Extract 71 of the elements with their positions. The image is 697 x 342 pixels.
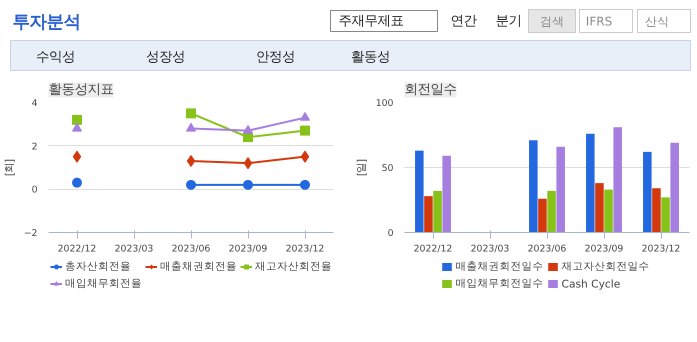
- legend-label: 매입채무회전율: [65, 276, 142, 290]
- point: [300, 150, 310, 163]
- text: 수익성: [36, 50, 75, 65]
- y-tick-label: 50: [382, 163, 394, 174]
- bar: [424, 196, 433, 232]
- legend-label: 매출채권회전율: [160, 260, 237, 274]
- bar: [661, 197, 670, 232]
- point: [186, 108, 196, 118]
- x-tick-label: 2023/09: [584, 244, 624, 254]
- point: [72, 122, 82, 132]
- x-tick-label: 2023/12: [642, 244, 680, 254]
- x-tick-label: 2023/09: [228, 244, 268, 254]
- point: [72, 114, 82, 125]
- bar: [442, 156, 451, 232]
- point: [300, 112, 310, 121]
- y-axis-title: [회]: [4, 159, 16, 176]
- x-tick-label: 2022/12: [58, 244, 96, 254]
- text: 활동성: [351, 50, 390, 65]
- point: [300, 126, 310, 136]
- bar: [586, 134, 595, 232]
- text: 산식: [645, 14, 669, 28]
- bar: [670, 142, 679, 232]
- text: IFRS: [586, 14, 612, 28]
- x-tick-label: 2023/06: [172, 244, 210, 254]
- bar: [556, 146, 565, 232]
- y-tick-label: 2: [32, 141, 38, 152]
- y-axis-title: [일]: [356, 159, 368, 176]
- bar: [433, 190, 442, 232]
- text: 분기: [496, 14, 522, 29]
- legend-label: 총자산회전율: [65, 260, 131, 274]
- text: 연간: [450, 14, 476, 29]
- chart-title: 회전일수: [404, 82, 456, 98]
- bar: [595, 183, 604, 232]
- point: [244, 157, 252, 170]
- bar: [547, 190, 556, 232]
- bar: [652, 188, 661, 232]
- legend-label: Cash Cycle: [562, 277, 620, 290]
- y-tick-label: 0: [388, 228, 394, 239]
- y-tick-label: −2: [24, 228, 38, 239]
- bar: [604, 190, 613, 232]
- bar: [415, 150, 424, 232]
- point: [72, 178, 82, 188]
- legend-label: 매출채권회전일수: [456, 260, 544, 274]
- point: [300, 180, 310, 190]
- text: 주재무제표: [338, 14, 404, 29]
- text: 투자분석: [12, 12, 80, 32]
- point: [243, 124, 253, 134]
- chart-title: 활동성지표: [48, 82, 114, 98]
- x-tick-label: 2023/12: [286, 244, 324, 254]
- legend-label: 재고자산회전율: [255, 260, 332, 274]
- legend-label: 재고자산회전일수: [562, 260, 650, 274]
- point: [186, 122, 196, 132]
- text: 안정성: [256, 50, 295, 65]
- text: 검색: [540, 14, 564, 28]
- bar: [613, 127, 622, 232]
- x-tick-label: 2023/06: [528, 244, 566, 254]
- x-tick-label: 2022/12: [414, 244, 452, 254]
- bar: [529, 140, 538, 232]
- legend-label: 매입채무회전일수: [456, 276, 544, 290]
- point: [186, 180, 196, 190]
- point: [243, 180, 253, 190]
- bar: [538, 198, 547, 232]
- x-tick-label: 2023/03: [114, 244, 154, 254]
- point: [186, 155, 196, 167]
- y-tick-label: 100: [376, 98, 394, 109]
- text: 성장성: [146, 50, 185, 65]
- bar: [643, 152, 652, 232]
- y-tick-label: 0: [32, 184, 38, 196]
- x-tick-label: 2023/03: [470, 244, 510, 254]
- y-tick-label: 4: [32, 98, 38, 109]
- point: [72, 150, 82, 163]
